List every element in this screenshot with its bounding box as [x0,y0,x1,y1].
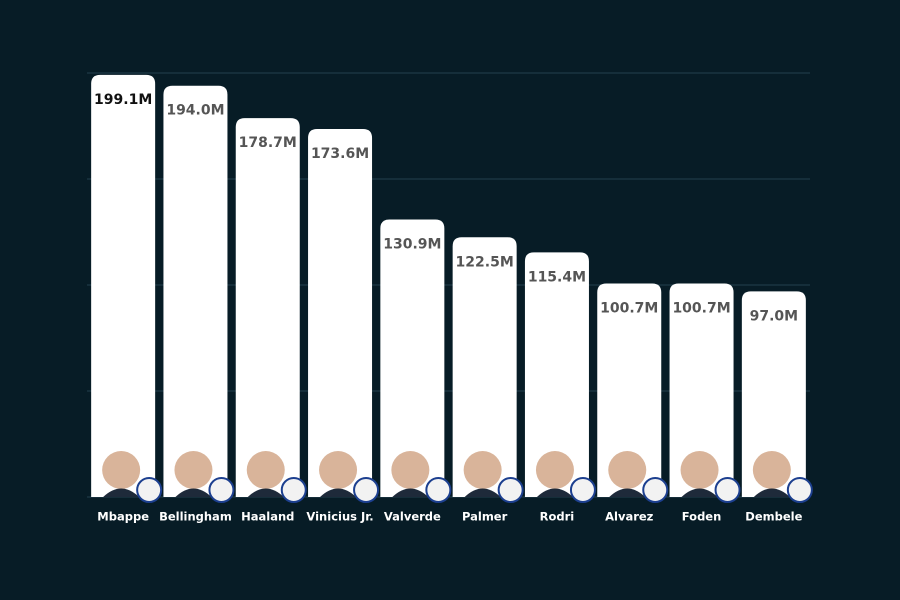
x-tick-label: Alvarez [605,510,654,524]
player-shirt [175,488,212,497]
player-photo [463,451,502,489]
bar [163,85,228,497]
x-tick-label: Foden [682,510,722,524]
player-shirt [103,488,140,497]
bar [669,283,734,497]
value-label: 100.7M [672,301,730,317]
value-label: 178.7M [239,135,297,151]
club-badge [425,477,452,503]
value-label: 173.6M [311,146,369,162]
club-badge [786,477,813,503]
player-shirt [681,488,718,497]
bar [741,291,806,497]
club-badge [497,477,524,503]
x-tick-label: Haaland [241,510,294,524]
x-tick-label: Dembele [745,510,802,524]
player-photo [535,451,574,489]
player-photo [752,451,791,489]
bar [235,118,300,497]
player-shirt [392,488,429,497]
x-tick-label: Mbappe [97,510,149,524]
club-badge [208,477,235,503]
value-label: 194.0M [166,103,224,119]
bar [380,219,445,497]
club-badge [280,477,307,503]
player-photo [608,451,647,489]
bar [597,283,662,497]
player-shirt [609,488,646,497]
player-photo [391,451,430,489]
x-tick-label: Rodri [540,510,575,524]
bar [91,74,156,498]
player-photo [319,451,358,489]
player-photo [680,451,719,489]
value-label: 130.9M [383,236,441,252]
value-label: 115.4M [528,269,586,285]
club-badge [136,477,163,503]
bar [524,252,589,497]
player-shirt [247,488,284,497]
x-tick-label: Valverde [384,510,441,524]
player-shirt [464,488,501,497]
club-badge [714,477,741,503]
x-tick-label: Palmer [462,510,508,524]
club-badge [353,477,380,503]
bar [308,128,373,497]
club-badge [569,477,596,503]
value-label: 100.7M [600,301,658,317]
value-label: 122.5M [456,254,514,270]
club-badge [642,477,669,503]
player-photo [174,451,213,489]
value-label: 97.0M [750,308,798,324]
player-photo [102,451,141,489]
player-shirt [753,488,790,497]
x-tick-label: Bellingham [159,510,232,524]
value-label: 199.1M [94,92,152,108]
player-shirt [536,488,573,497]
player-shirt [320,488,357,497]
x-tick-label: Vinicius Jr. [306,510,373,524]
player-photo [246,451,285,489]
bar [452,237,517,498]
